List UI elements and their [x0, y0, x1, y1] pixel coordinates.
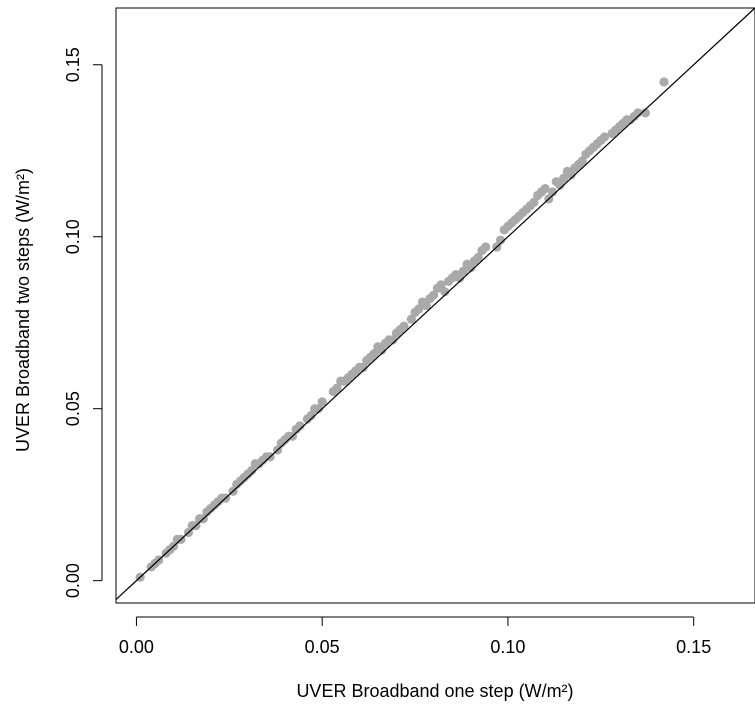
data-point [429, 290, 439, 300]
x-axis: 0.00 0.05 0.10 0.15 [119, 616, 711, 657]
data-point [640, 108, 651, 118]
y-tick-label: 0.00 [63, 563, 83, 598]
data-point [473, 252, 483, 262]
y-tick-label: 0.15 [63, 47, 83, 82]
y-tick-label: 0.05 [63, 391, 83, 426]
data-point [399, 321, 409, 331]
data-point [369, 349, 379, 359]
data-points [135, 77, 669, 582]
identity-line [115, 7, 755, 601]
x-tick-label: 0.15 [676, 637, 711, 657]
data-point [466, 263, 476, 273]
data-point [440, 287, 450, 297]
x-tick-label: 0.10 [490, 637, 525, 657]
data-point [414, 304, 424, 314]
data-point [599, 132, 610, 142]
x-tick-label: 0.00 [119, 637, 154, 657]
data-point [317, 397, 327, 407]
data-point [659, 77, 669, 87]
data-point [436, 280, 446, 290]
data-point [377, 345, 387, 355]
data-point [358, 362, 368, 373]
data-point [306, 410, 316, 421]
data-point [529, 197, 539, 207]
data-point [247, 465, 257, 476]
y-axis: 0.00 0.05 0.10 0.15 [63, 47, 103, 598]
data-point [555, 180, 565, 190]
data-point [540, 183, 550, 194]
data-point [495, 235, 506, 245]
plot-frame [115, 7, 755, 604]
data-point [633, 108, 643, 118]
data-point [406, 314, 416, 324]
x-tick-label: 0.05 [305, 637, 340, 657]
data-point [388, 335, 398, 345]
data-point [313, 404, 324, 414]
y-axis-title: UVER Broadband two steps (W/m²) [13, 168, 33, 452]
data-point [458, 266, 468, 276]
data-point [577, 156, 587, 166]
y-tick-label: 0.10 [63, 219, 83, 254]
data-point [559, 173, 569, 183]
data-point [421, 300, 431, 311]
data-point [481, 242, 491, 252]
data-point [547, 187, 558, 197]
data-point [455, 273, 465, 283]
x-axis-title: UVER Broadband one step (W/m²) [296, 681, 573, 701]
data-point [566, 170, 576, 180]
data-point [332, 383, 342, 393]
plot-area [115, 7, 755, 604]
data-point [295, 421, 305, 431]
